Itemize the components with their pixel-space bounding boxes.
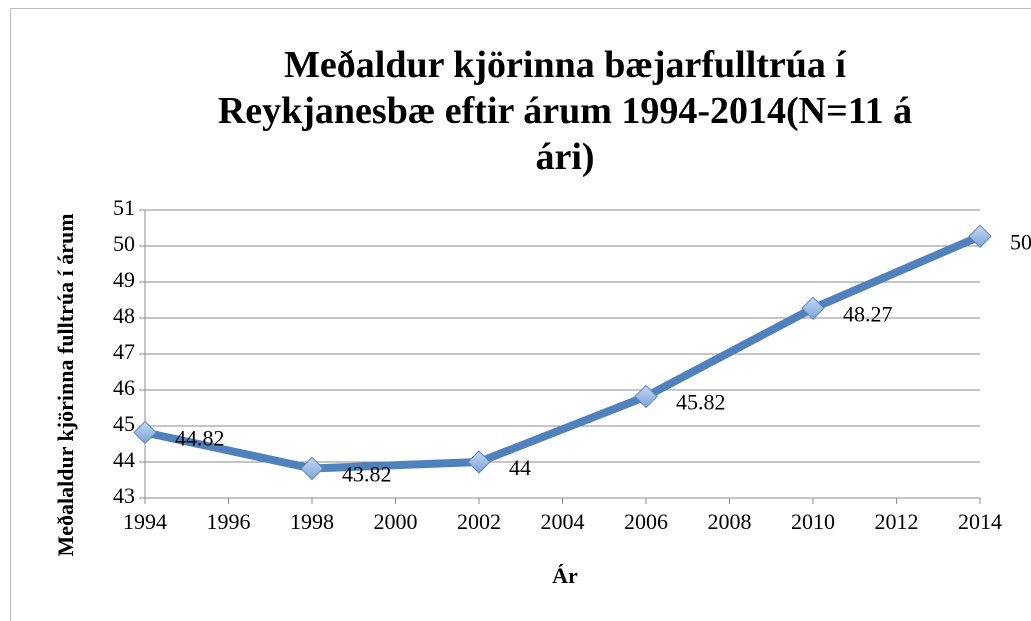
x-tick-label: 2014 — [958, 509, 1002, 534]
x-tick-label: 1994 — [123, 509, 167, 534]
data-label: 43.82 — [342, 462, 392, 487]
y-tick-label: 51 — [113, 195, 135, 220]
x-tick-label: 2006 — [624, 509, 668, 534]
y-tick-label: 47 — [113, 339, 135, 364]
chart-frame — [10, 8, 1031, 621]
x-tick-label: 2010 — [791, 509, 835, 534]
data-label: 48.27 — [843, 301, 893, 326]
x-tick-label: 2004 — [541, 509, 585, 534]
x-tick-label: 2000 — [374, 509, 418, 534]
y-tick-label: 46 — [113, 375, 135, 400]
data-line — [144, 232, 982, 473]
data-marker — [968, 224, 992, 248]
y-tick-label: 45 — [113, 411, 135, 436]
data-label: 44.82 — [175, 426, 225, 451]
data-label: 44 — [509, 455, 531, 480]
data-marker — [133, 420, 157, 445]
data-marker — [300, 456, 324, 481]
y-tick-label: 44 — [113, 447, 135, 472]
y-axis-label: Meðalaldur kjörinna fulltrúa í árum — [53, 213, 78, 556]
x-tick-label: 2012 — [875, 509, 919, 534]
x-tick-label: 2008 — [708, 509, 752, 534]
y-tick-label: 43 — [113, 483, 135, 508]
data-label: 45.82 — [676, 390, 726, 415]
x-axis-label: Ár — [552, 563, 578, 588]
data-marker — [634, 384, 658, 409]
y-tick-label: 49 — [113, 267, 135, 292]
x-tick-label: 1996 — [207, 509, 251, 534]
y-tick-label: 50 — [113, 231, 135, 256]
x-tick-label: 1998 — [290, 509, 334, 534]
chart-title: Meðaldur kjörinna bæjarfulltrúa í Reykja… — [217, 44, 913, 178]
y-tick-label: 48 — [113, 303, 135, 328]
x-tick-label: 2002 — [457, 509, 501, 534]
data-label: 50.27 — [1010, 229, 1031, 254]
data-marker — [801, 296, 825, 320]
data-marker — [467, 450, 491, 474]
